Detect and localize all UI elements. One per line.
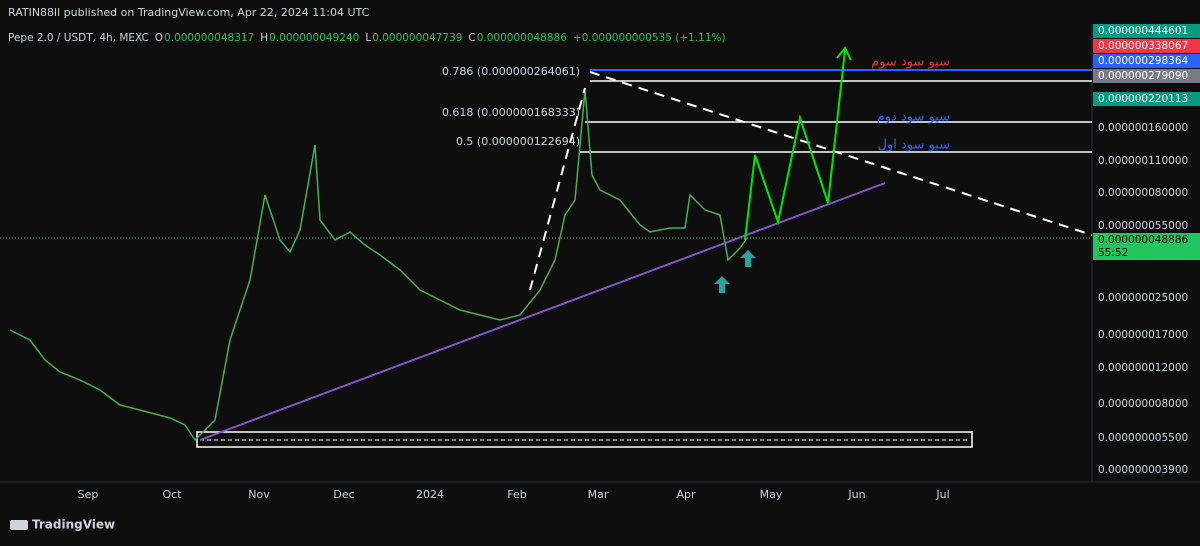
projection-path (744, 49, 846, 241)
time-label: Sep (78, 488, 99, 501)
header-symbol: Pepe 2.0 / USDT, 4h, MEXC (8, 32, 149, 44)
header-high-label: H (260, 32, 268, 44)
price-label: 0.000000012000 (1098, 362, 1188, 374)
price-label: 0.000000008000 (1098, 398, 1188, 410)
price-label: 0.000000055000 (1098, 220, 1188, 232)
trendline (199, 182, 886, 441)
price-badge (1093, 54, 1200, 68)
rally-line (529, 87, 586, 291)
fib-label: 0.618 (0.000000168333) (442, 106, 580, 119)
price-badge-label: 0.000000220113 (1098, 93, 1188, 105)
price-badge-label: 0.000000444601 (1098, 25, 1188, 37)
projection-arrowhead (836, 46, 852, 61)
annotation: سیو سود اول (877, 138, 950, 153)
time-label: Dec (333, 488, 354, 501)
price-badge (1093, 24, 1200, 38)
header-change: +0.000000000535 (+1.11%) (573, 32, 726, 44)
logo-mark (10, 520, 28, 530)
price-label: 0.000000110000 (1098, 155, 1188, 167)
price-path (9, 89, 748, 442)
price-badge (1093, 233, 1200, 260)
time-label: May (760, 488, 783, 501)
annotation: سیو سود دوم (877, 110, 950, 125)
time-label: Apr (676, 488, 696, 501)
time-label: Jul (935, 488, 949, 501)
header-close-label: C (468, 32, 475, 44)
price-label: 0.000000017000 (1098, 329, 1188, 341)
price-label: 0.000000025000 (1098, 292, 1188, 304)
publisher: RATIN88ll published on TradingView.com, … (8, 6, 370, 19)
price-badge-label: 0.000000298364 (1098, 55, 1189, 67)
price-label: 0.000000160000 (1098, 122, 1188, 134)
time-label: Jun (847, 488, 865, 501)
price-badge-label: 0.000000279090 (1098, 70, 1188, 82)
fib-label: 0.786 (0.000000264061) (442, 65, 580, 78)
ohlc-header: Pepe 2.0 / USDT, 4h, MEXC O 0.000000048317… (8, 32, 726, 44)
brand: TradingView (32, 518, 115, 532)
price-badge (1093, 69, 1200, 83)
fib-label: 0.5 (0.000000122694) (456, 135, 580, 148)
up-arrow (740, 250, 756, 267)
price-label: 0.000000080000 (1098, 187, 1188, 199)
header-high: 0.000000049240 (269, 32, 359, 44)
time-label: Oct (162, 488, 182, 501)
price-badge-label: 0.000000338067 (1098, 40, 1188, 52)
price-label: 0.000000003900 (1098, 464, 1188, 476)
countdown: 55:52 (1098, 247, 1128, 259)
price-label: 0.000000005500 (1098, 432, 1188, 444)
header-open-label: O (155, 32, 163, 44)
time-label: Feb (507, 488, 526, 501)
support-box (196, 431, 973, 448)
header-close: 0.000000048886 (477, 32, 568, 44)
price-badge (1093, 39, 1200, 53)
header-open: 0.000000048317 (164, 32, 254, 44)
up-arrow (714, 276, 730, 293)
resistance-line (589, 71, 1093, 236)
time-label: Mar (588, 488, 609, 501)
header-low: 0.000000047739 (372, 32, 462, 44)
price-badge (1093, 92, 1200, 106)
time-label: 2024 (416, 488, 444, 501)
time-label: Nov (248, 488, 270, 501)
annotation: سیو سود سوم (871, 55, 950, 70)
price-badge-label: 0.000000048886 (1098, 234, 1189, 246)
logo (10, 520, 28, 530)
header-low-label: L (365, 32, 371, 44)
